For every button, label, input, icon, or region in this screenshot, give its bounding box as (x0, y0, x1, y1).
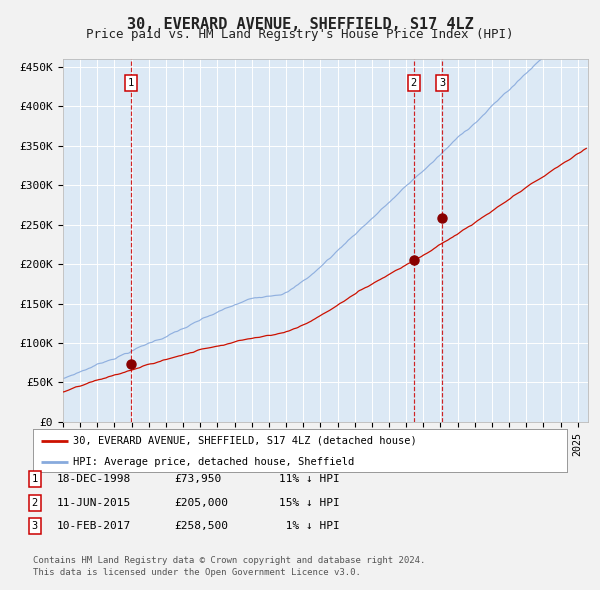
Text: £205,000: £205,000 (174, 498, 228, 507)
Text: 2: 2 (32, 498, 38, 507)
Text: 1% ↓ HPI: 1% ↓ HPI (279, 522, 340, 531)
Text: 11-JUN-2015: 11-JUN-2015 (57, 498, 131, 507)
Text: 30, EVERARD AVENUE, SHEFFIELD, S17 4LZ (detached house): 30, EVERARD AVENUE, SHEFFIELD, S17 4LZ (… (73, 436, 417, 446)
Text: This data is licensed under the Open Government Licence v3.0.: This data is licensed under the Open Gov… (33, 568, 361, 577)
Text: 1: 1 (128, 78, 134, 87)
Text: 3: 3 (439, 78, 445, 87)
Text: Price paid vs. HM Land Registry's House Price Index (HPI): Price paid vs. HM Land Registry's House … (86, 28, 514, 41)
Text: 30, EVERARD AVENUE, SHEFFIELD, S17 4LZ: 30, EVERARD AVENUE, SHEFFIELD, S17 4LZ (127, 17, 473, 31)
Text: 15% ↓ HPI: 15% ↓ HPI (279, 498, 340, 507)
Text: £258,500: £258,500 (174, 522, 228, 531)
Text: 1: 1 (32, 474, 38, 484)
Text: 3: 3 (32, 522, 38, 531)
Text: 2: 2 (410, 78, 417, 87)
Text: £73,950: £73,950 (174, 474, 221, 484)
Text: 10-FEB-2017: 10-FEB-2017 (57, 522, 131, 531)
Text: 18-DEC-1998: 18-DEC-1998 (57, 474, 131, 484)
Text: Contains HM Land Registry data © Crown copyright and database right 2024.: Contains HM Land Registry data © Crown c… (33, 556, 425, 565)
Text: 11% ↓ HPI: 11% ↓ HPI (279, 474, 340, 484)
Text: HPI: Average price, detached house, Sheffield: HPI: Average price, detached house, Shef… (73, 457, 354, 467)
